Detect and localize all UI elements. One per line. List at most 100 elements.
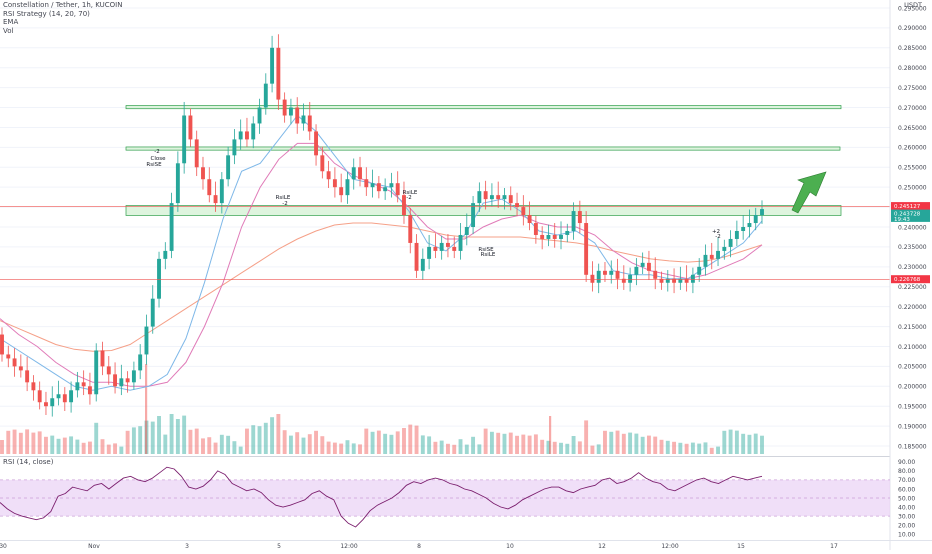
candle-body	[596, 270, 601, 283]
volume-bar	[697, 443, 702, 454]
time-tick-label: 3	[185, 543, 189, 550]
strategy-signal-label: RsiSE	[146, 162, 162, 168]
volume-bar	[402, 428, 406, 454]
volume-bar	[665, 440, 670, 454]
volume-bar	[25, 429, 30, 454]
volume-bar	[489, 431, 494, 454]
volume-bar	[207, 437, 212, 454]
volume-bar	[577, 441, 582, 454]
candle-body	[489, 195, 494, 200]
candle-body	[163, 250, 168, 259]
candle-body	[734, 230, 739, 239]
candle-body	[609, 270, 614, 275]
volume-bar	[226, 435, 231, 454]
candle-body	[446, 242, 450, 247]
volume-bar	[263, 422, 268, 454]
candle-body	[194, 139, 199, 168]
volume-bar	[251, 425, 256, 454]
volume-bar	[760, 435, 764, 454]
volume-bar	[238, 446, 243, 454]
strategy-signal-label: +2	[712, 229, 720, 235]
volume-bar	[18, 432, 23, 454]
supply-demand-zone	[125, 146, 841, 151]
candle-body	[6, 354, 11, 359]
volume-bar	[540, 439, 545, 454]
price-tick-label: 0.280000	[898, 65, 927, 72]
candle-body	[684, 278, 689, 283]
rsi-legend[interactable]: RSI (14, close)	[3, 458, 54, 466]
strategy-label[interactable]: RSI Strategy (14, 20, 70)	[3, 9, 90, 18]
strategy-signal-label: RsiSE	[478, 247, 494, 253]
price-tick-label: 0.260000	[898, 145, 927, 152]
candle-body	[565, 230, 570, 235]
time-tick-label: 12:00	[340, 543, 357, 550]
volume-bar	[653, 436, 658, 454]
price-tick-label: 0.215000	[898, 324, 927, 331]
candle-body	[307, 115, 312, 132]
price-tick-label: 0.190000	[898, 423, 927, 430]
ema-label[interactable]: EMA	[3, 18, 19, 27]
volume-bar	[383, 433, 388, 454]
volume-bar	[364, 428, 369, 454]
rsi-tick-label: 10.00	[898, 531, 915, 538]
candle-body	[439, 242, 444, 251]
candle-body	[634, 266, 639, 275]
candle-body	[282, 99, 287, 116]
candle-body	[628, 274, 633, 283]
vol-label[interactable]: Vol	[3, 26, 14, 35]
candle-body	[653, 270, 658, 279]
price-label-box	[891, 215, 930, 222]
candle-body	[226, 155, 231, 180]
volume-bar	[496, 432, 501, 454]
volume-spike	[145, 364, 148, 454]
volume-bar	[12, 429, 17, 454]
candle-body	[364, 179, 369, 188]
price-tick-label: 0.230000	[898, 264, 927, 271]
volume-bar	[320, 436, 325, 454]
candle-body	[370, 183, 375, 188]
volume-bar	[213, 442, 218, 454]
up-forecast-arrow[interactable]	[791, 171, 827, 214]
strategy-signal-label: RsiLE	[403, 190, 418, 196]
candle-body	[188, 115, 193, 140]
time-tick-label: 12	[598, 543, 606, 550]
strategy-signal-label: RsiLE	[276, 195, 291, 201]
candle-body	[37, 390, 42, 403]
volume-bar	[452, 444, 457, 454]
volume-bar	[446, 443, 450, 454]
volume-bar	[370, 431, 375, 454]
volume-bar	[690, 442, 695, 454]
time-tick-label: 10	[506, 543, 514, 550]
volume-bar	[276, 414, 281, 454]
candle-body	[571, 211, 576, 231]
candle-body	[427, 246, 432, 259]
supply-demand-zone	[125, 105, 842, 110]
symbol-title[interactable]: Constellation / Tether, 1h, KUCOIN	[3, 1, 123, 9]
chart-legend: Constellation / Tether, 1h, KUCOIN RSI S…	[3, 1, 122, 35]
volume-bar	[332, 442, 337, 454]
volume-bar	[69, 436, 74, 454]
supply-demand-zone	[125, 205, 842, 216]
volume-bar	[527, 435, 532, 454]
volume-bar	[138, 426, 143, 454]
volume-bar	[584, 420, 589, 454]
volume-bar	[119, 446, 124, 454]
candle-body	[238, 131, 243, 140]
strategy-signal-label: -2	[282, 201, 287, 207]
candle-body	[219, 179, 224, 204]
price-tick-label: 0.265000	[898, 125, 927, 132]
price-tick-label: 0.210000	[898, 344, 927, 351]
price-label-text: 0.243728	[894, 212, 921, 218]
price-tick-label: 0.205000	[898, 364, 927, 371]
volume-bar	[288, 435, 293, 454]
volume-bar	[471, 436, 476, 454]
volume-bar	[709, 447, 714, 454]
candle-body	[533, 223, 538, 235]
price-label-text: 0.245127	[894, 204, 921, 210]
candle-body	[175, 163, 180, 204]
volume-bar	[157, 416, 161, 454]
price-label-text: 19:43	[894, 217, 910, 223]
volume-bar	[439, 440, 444, 454]
candle-body	[376, 183, 381, 192]
